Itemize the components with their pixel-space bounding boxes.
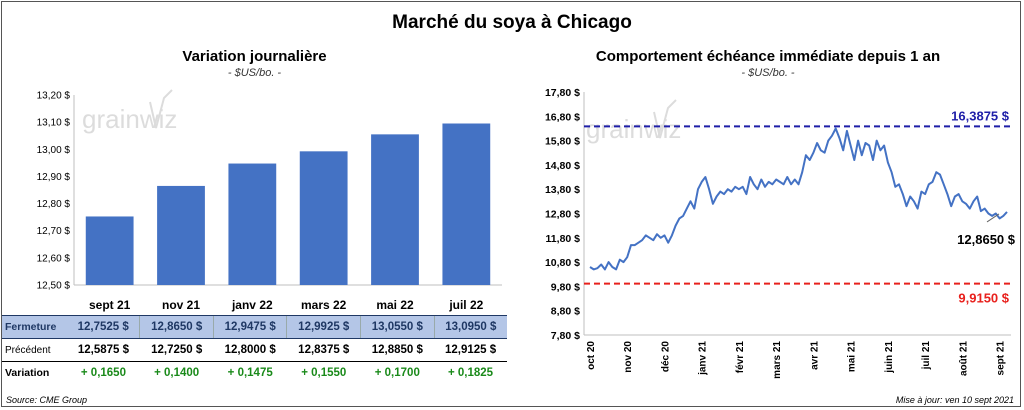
line-ytick-label: 8,80 $ [551,306,580,318]
quotes-cell: 13,0950 $ [433,315,507,339]
bar [299,151,348,285]
line-xtick-label: août 21 [958,341,969,376]
line-ytick-label: 17,80 $ [545,87,580,99]
line-chart-unit: - $US/bo. - [741,67,795,79]
line-xtick-label: févr 21 [735,341,746,374]
high-value-label: 16,3875 $ [951,108,1010,123]
price-series-line [589,127,1008,271]
low-value-label: 9,9150 $ [958,291,1009,306]
page-title: Marché du soya à Chicago [392,12,632,33]
daily-variation-panel: Variation journalière - $US/bo. - grainw… [2,2,507,406]
watermark-text-2: grainwiz [586,114,681,144]
bar-category-label: mai 22 [376,298,414,312]
line-ytick-label: 16,80 $ [545,111,580,123]
line-chart-title: Comportement échéance immédiate depuis 1… [595,48,941,65]
one-year-panel: Comportement échéance immédiate depuis 1… [514,2,1020,406]
bar-category-label: nov 21 [162,298,200,312]
bar-ytick-label: 12,90 $ [37,172,71,183]
line-xtick-label: juin 21 [884,341,895,374]
line-ytick-label: 13,80 $ [545,184,580,196]
line-ytick-label: 9,80 $ [551,281,580,293]
quotes-cell: + 0,1475 [213,361,287,384]
bar [442,123,491,285]
line-xtick-label: juil 21 [921,341,932,371]
bar-ytick-label: 13,00 $ [37,145,71,156]
quotes-cell: 12,9125 $ [444,344,497,356]
bar-ytick-label: 12,50 $ [37,281,71,292]
line-xtick-label: oct 20 [586,341,597,370]
quotes-cell: 12,5875 $ [77,344,130,356]
bar-chart-title: Variation journalière [182,48,327,65]
bar [228,163,277,285]
bar-ytick-label: 13,10 $ [37,118,71,129]
bar [85,216,134,285]
quotes-cell: 12,8650 $ [139,315,214,339]
quotes-cell: 12,7525 $ [67,315,140,339]
quotes-cell: 12,8375 $ [298,344,350,356]
line-ytick-label: 7,80 $ [551,330,580,342]
line-ytick-label: 15,80 $ [545,136,580,148]
grainwiz-watermark: grainwiz [82,89,177,134]
quotes-table: Fermeture 12,7525 $12,8650 $12,9475 $12,9… [2,315,507,384]
quotes-cell: + 0,1825 [434,361,507,384]
quotes-row-label: Précédent [5,344,51,356]
update-note: Mise à jour: ven 10 sept 2021 [895,395,1014,405]
line-xtick-label: janv 21 [698,341,709,376]
quotes-row: Précédent 12,5875 $ 12,7250 $ 12,8000 $ 12,8… [2,339,507,362]
quotes-cell: 12,8850 $ [371,344,423,356]
watermark-text: grainwiz [82,104,177,134]
bar-ytick-label: 13,20 $ [37,91,71,102]
quotes-cell: + 0,1650 [67,361,140,384]
quotes-cell: 12,8000 $ [224,344,276,356]
quotes-cell: + 0,1550 [286,361,361,384]
bar [371,134,419,285]
last-value-leader [986,213,1000,223]
quotes-row-label: Fermeture [2,315,67,339]
quotes-cell: 13,0550 $ [360,315,435,339]
last-value-label: 12,8650 $ [957,232,1016,247]
quotes-cell: + 0,1400 [139,361,214,384]
line-ytick-label: 12,80 $ [545,209,580,221]
quotes-row: Variation + 0,1650 + 0,1400 + 0,1475 + 0,155… [2,361,507,384]
line-xtick-label: nov 20 [623,341,634,373]
bar [157,185,205,285]
line-xtick-label: sept 21 [996,341,1007,376]
quotes-row-label: Variation [2,361,67,384]
bar-category-label: sept 21 [89,298,131,312]
line-chart: grainwiz 17,80 $ 16,80 $ 15,80 $ 14,80 $ 13,… [545,87,1016,379]
quotes-cell: 12,9925 $ [286,315,361,339]
quotes-cell: + 0,1700 [360,361,435,384]
grainwiz-watermark-2: grainwiz [586,99,681,144]
line-xtick-label: mars 21 [772,341,783,379]
quotes-cell: 12,9475 $ [212,315,287,339]
bar-ytick-label: 12,80 $ [37,199,71,210]
bar-ytick-label: 12,70 $ [37,226,71,237]
bar-category-label: juil 22 [448,298,483,312]
line-ytick-label: 10,80 $ [545,257,580,269]
line-xtick-label: déc 20 [660,341,671,373]
bar-category-label: janv 22 [231,298,273,312]
line-xtick-label: avr 21 [809,341,820,370]
bar-category-label: mars 22 [301,298,347,312]
line-xtick-label: mai 21 [847,341,858,373]
bar-chart-unit: - $US/bo. - [227,67,282,79]
bar-ytick-label: 12,60 $ [37,253,71,264]
quotes-row: Fermeture 12,7525 $12,8650 $12,9475 $12,9… [2,315,507,339]
line-ytick-label: 11,80 $ [546,233,581,245]
line-ytick-label: 14,80 $ [545,160,580,172]
source-note: Source: CME Group [6,395,88,405]
bar-chart: grainwiz 13,20 $ 13,10 $ 13,00 $ 12,90 $ 12,… [37,89,502,312]
quotes-cell: 12,7250 $ [151,344,203,356]
